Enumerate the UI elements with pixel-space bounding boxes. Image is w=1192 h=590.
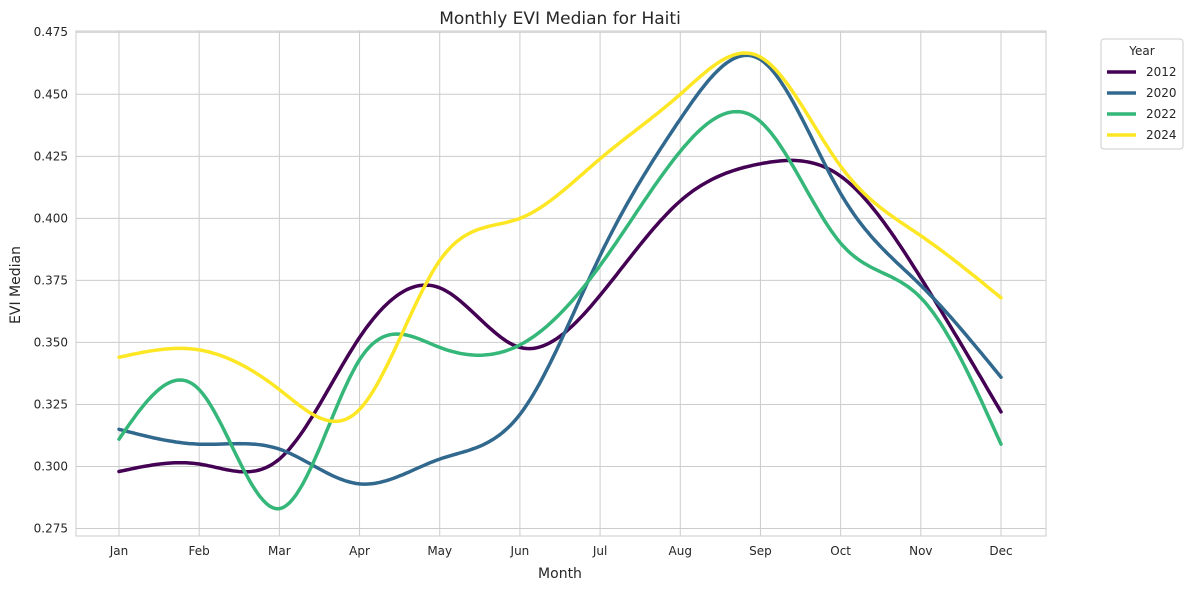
y-tick-label: 0.275: [34, 522, 68, 536]
legend: Year 2012 2020 2022 2024: [1100, 38, 1184, 150]
x-tick-label: Sep: [749, 544, 772, 558]
x-tick-label: Jul: [592, 544, 607, 558]
legend-items: 2012 2020 2022 2024: [1107, 65, 1177, 142]
ticks-layer: Jan Feb Mar Apr May Jun Jul Aug Sep Oct Nov Dec 0.27…: [34, 25, 1013, 558]
x-tick-label: Oct: [830, 544, 851, 558]
x-tick-label: Aug: [669, 544, 692, 558]
legend-label-2012: 2012: [1146, 65, 1177, 79]
y-tick-label: 0.400: [34, 211, 68, 225]
y-tick-label: 0.350: [34, 335, 68, 349]
y-tick-label: 0.450: [34, 87, 68, 101]
series-line-2020: [117, 53, 1003, 486]
x-axis-label: Month: [538, 566, 582, 582]
y-tick-label: 0.375: [34, 273, 68, 287]
x-tick-label: Mar: [268, 544, 291, 558]
series-line-2022: [117, 109, 1003, 511]
x-tick-label: Jun: [510, 544, 530, 558]
legend-box: [1100, 38, 1184, 150]
y-tick-label: 0.475: [34, 25, 68, 39]
x-tick-label: Apr: [349, 544, 370, 558]
y-tick-label: 0.325: [34, 397, 68, 411]
legend-title: Year: [1128, 44, 1154, 58]
x-tick-label: May: [427, 544, 452, 558]
y-tick-label: 0.425: [34, 149, 68, 163]
x-tick-label: Nov: [909, 544, 932, 558]
x-tick-label: Dec: [989, 544, 1012, 558]
x-tick-label: Jan: [109, 544, 129, 558]
series-line-2012: [117, 158, 1003, 474]
series-line-2024: [117, 51, 1003, 424]
legend-label-2022: 2022: [1146, 107, 1177, 121]
y-tick-label: 0.300: [34, 460, 68, 474]
y-axis-label: EVI Median: [8, 246, 24, 324]
legend-label-2024: 2024: [1146, 128, 1177, 142]
x-tick-label: Feb: [189, 544, 210, 558]
chart-title: Monthly EVI Median for Haiti: [439, 9, 681, 29]
plot-frame: [75, 30, 1047, 537]
grid-layer: [76, 31, 1046, 536]
legend-label-2020: 2020: [1146, 86, 1177, 100]
lines-layer: [117, 51, 1003, 511]
